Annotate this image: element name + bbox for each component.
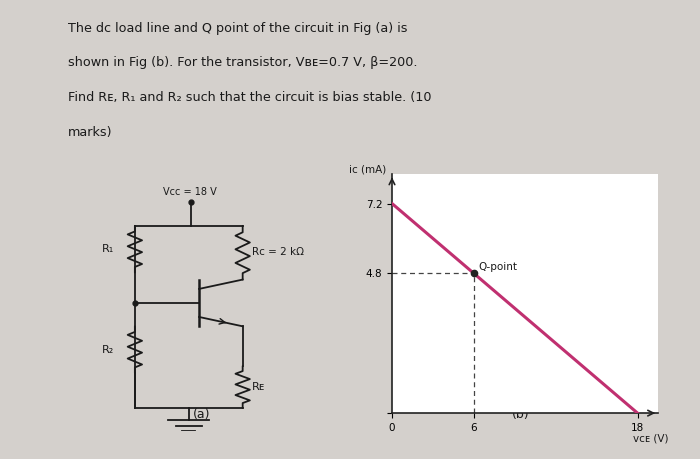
Text: Find Rᴇ, R₁ and R₂ such that the circuit is bias stable. (10: Find Rᴇ, R₁ and R₂ such that the circuit… [68, 91, 432, 104]
Text: shown in Fig (b). For the transistor, Vʙᴇ=0.7 V, β=200.: shown in Fig (b). For the transistor, Vʙ… [68, 56, 418, 69]
Text: Vᴄᴄ = 18 V: Vᴄᴄ = 18 V [163, 187, 217, 197]
Text: R₁: R₁ [102, 244, 113, 254]
Text: R₂: R₂ [102, 345, 113, 355]
Text: Q-point: Q-point [478, 263, 517, 273]
Text: marks): marks) [68, 126, 113, 139]
Text: (a): (a) [193, 408, 211, 421]
Text: The dc load line and Q point of the circuit in Fig (a) is: The dc load line and Q point of the circ… [68, 22, 407, 34]
Text: Rᴇ: Rᴇ [252, 382, 265, 392]
Text: Rᴄ = 2 kΩ: Rᴄ = 2 kΩ [252, 246, 304, 257]
Text: vᴄᴇ (V): vᴄᴇ (V) [634, 433, 669, 443]
Text: iᴄ (mA): iᴄ (mA) [349, 164, 386, 174]
Text: (b): (b) [512, 408, 529, 421]
